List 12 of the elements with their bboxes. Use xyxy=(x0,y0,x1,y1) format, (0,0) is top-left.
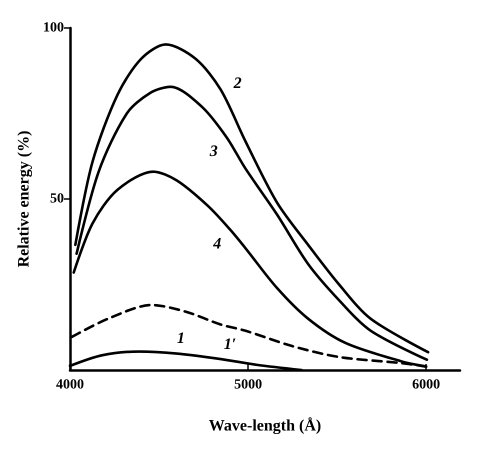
y-tick-label: 50 xyxy=(50,192,64,206)
y-axis-title: Relative energy (%) xyxy=(16,130,33,268)
x-tick-label: 5000 xyxy=(234,378,262,392)
y-tick-label: 100 xyxy=(43,20,64,36)
series-label: 2 xyxy=(232,75,242,92)
x-tick-label: 4000 xyxy=(56,378,84,392)
x-axis-title: Wave-length (Å) xyxy=(208,416,322,434)
series-label: 1′ xyxy=(224,336,236,354)
series-label: 3 xyxy=(208,142,218,160)
x-tick-label: 6000 xyxy=(412,378,440,392)
series-label: 1 xyxy=(176,330,185,348)
series-label: 4 xyxy=(212,235,222,252)
